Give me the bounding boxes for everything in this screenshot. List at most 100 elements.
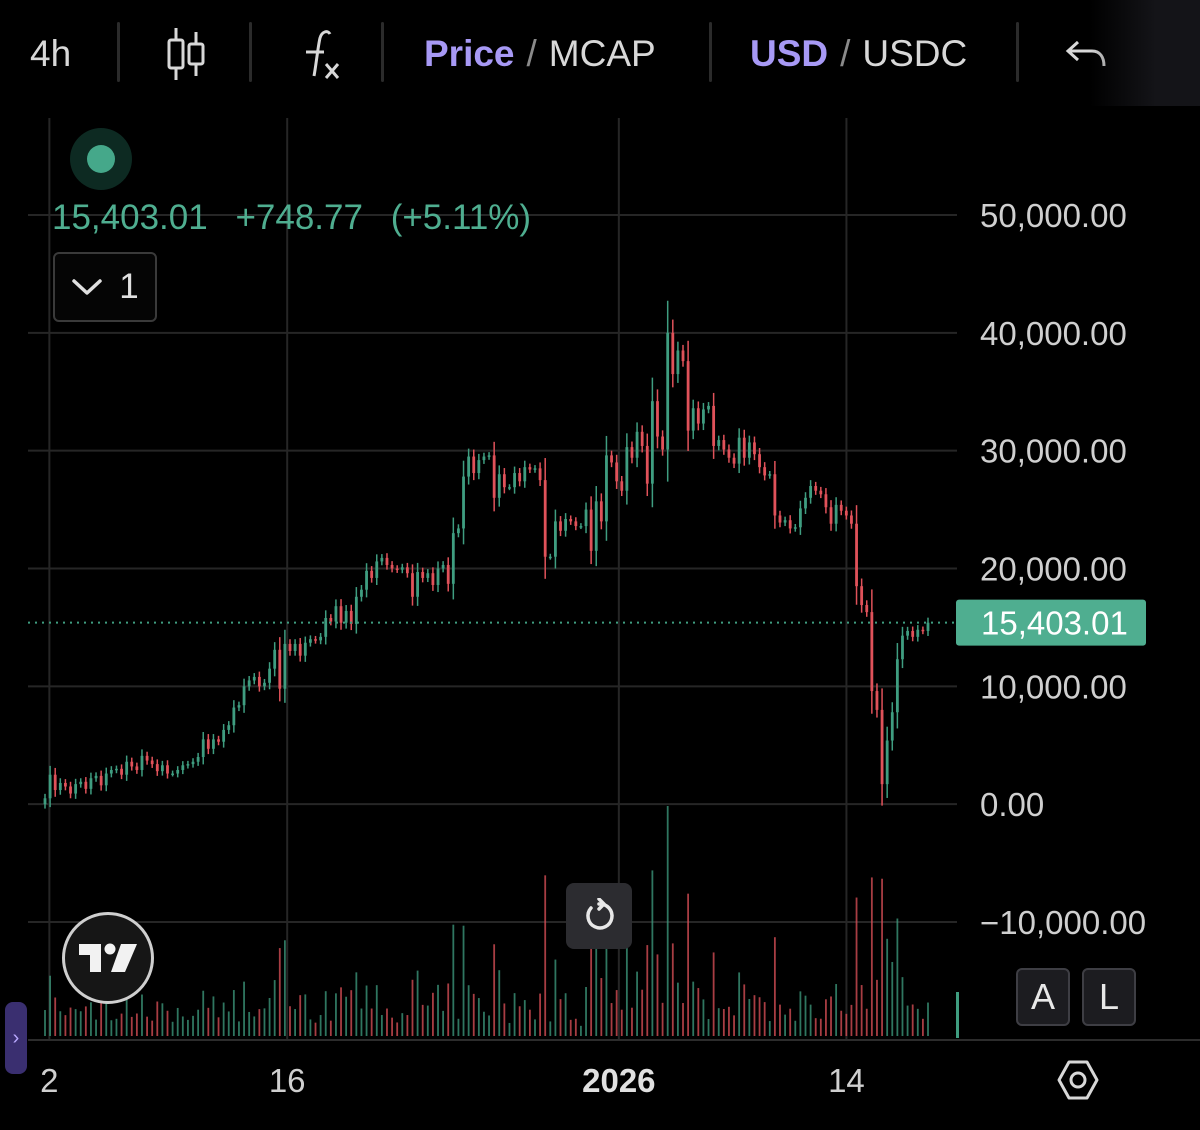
tradingview-logo-icon[interactable] bbox=[62, 912, 154, 1004]
log-scale-button[interactable]: L bbox=[1082, 968, 1136, 1026]
candle-body bbox=[227, 725, 231, 730]
volume-bar bbox=[590, 940, 593, 1036]
timeframe-button[interactable]: 4h bbox=[30, 33, 72, 74]
candle-body bbox=[288, 643, 292, 651]
volume-bar bbox=[825, 999, 827, 1036]
volume-bar bbox=[574, 1018, 577, 1036]
price-option[interactable]: Price bbox=[424, 33, 515, 74]
volume-bar bbox=[345, 996, 348, 1036]
candle-body bbox=[125, 761, 129, 775]
last-price-line: 15,403.01 bbox=[28, 599, 1146, 646]
candle-body bbox=[436, 568, 440, 585]
candle-body bbox=[212, 739, 215, 749]
legend-change-pct: (+5.11%) bbox=[390, 198, 532, 237]
reset-chart-icon[interactable] bbox=[566, 883, 632, 949]
volume-bar bbox=[641, 989, 644, 1036]
candle-body bbox=[293, 643, 297, 651]
volume-bar bbox=[421, 1004, 424, 1036]
candlestick-icon[interactable] bbox=[160, 24, 212, 84]
volume-bar bbox=[197, 1009, 200, 1036]
volume-bar bbox=[615, 990, 618, 1036]
candle-body bbox=[880, 709, 884, 785]
candle-body bbox=[94, 775, 98, 779]
settings-icon[interactable] bbox=[1056, 1058, 1100, 1102]
candle-body bbox=[166, 765, 169, 774]
candle-body bbox=[814, 486, 818, 491]
volume-bar bbox=[299, 995, 302, 1036]
volume-bar bbox=[156, 1001, 159, 1036]
candle-body bbox=[645, 445, 649, 484]
volume-bar bbox=[248, 1011, 251, 1036]
candle-body bbox=[390, 564, 394, 569]
candle-body bbox=[201, 739, 205, 758]
volume-bar bbox=[610, 1003, 613, 1036]
candle-body bbox=[416, 572, 419, 597]
sidebar-expand-handle[interactable]: › bbox=[5, 1002, 27, 1074]
volume-bar bbox=[748, 998, 751, 1036]
candle-body bbox=[906, 630, 909, 636]
candle-body bbox=[656, 401, 659, 437]
candle-body bbox=[186, 764, 190, 766]
candle-body bbox=[247, 680, 251, 687]
candle-body bbox=[74, 784, 78, 794]
candle-body bbox=[314, 639, 317, 641]
candle-body bbox=[605, 455, 608, 522]
volume-bar bbox=[758, 997, 761, 1036]
volume-bar bbox=[386, 1008, 388, 1036]
volume-bar bbox=[416, 970, 419, 1036]
usdc-option[interactable]: USDC bbox=[862, 33, 968, 74]
candle-body bbox=[533, 468, 537, 470]
volume-bar bbox=[171, 1021, 174, 1036]
volume-bar bbox=[238, 1021, 240, 1036]
candle-body bbox=[467, 456, 471, 477]
candle-body bbox=[411, 573, 414, 597]
volume-bar bbox=[682, 1003, 684, 1036]
candle-body bbox=[472, 456, 476, 474]
candle-body bbox=[717, 440, 721, 446]
volume-bar bbox=[176, 1007, 179, 1036]
candle-body bbox=[916, 629, 920, 637]
candle-body bbox=[191, 761, 195, 765]
auto-scale-button[interactable]: A bbox=[1016, 968, 1070, 1026]
candle-body bbox=[620, 481, 624, 491]
candle-body bbox=[885, 740, 889, 785]
volume-bar bbox=[712, 952, 715, 1036]
candle-body bbox=[824, 494, 828, 508]
volume-bar bbox=[380, 1015, 383, 1036]
volume-bar bbox=[605, 900, 608, 1036]
volume-bar bbox=[661, 1002, 664, 1036]
volume-bar bbox=[620, 1009, 623, 1036]
candle-body bbox=[492, 455, 496, 498]
volume-bar bbox=[350, 990, 353, 1036]
volume-bar bbox=[569, 1019, 572, 1036]
volume-bar bbox=[309, 1019, 312, 1036]
candle-body bbox=[610, 455, 613, 463]
candle-body bbox=[150, 760, 154, 765]
price-mcap-toggle[interactable]: Price / MCAP bbox=[424, 24, 656, 84]
usd-option[interactable]: USD bbox=[750, 33, 829, 74]
fx-indicator-icon[interactable] bbox=[290, 24, 350, 84]
candle-body bbox=[737, 437, 741, 464]
candle-body bbox=[850, 515, 853, 524]
mcap-option[interactable]: MCAP bbox=[548, 33, 656, 74]
y-tick-label: 10,000.00 bbox=[980, 668, 1127, 705]
volume-bar bbox=[784, 1014, 786, 1036]
legend-collapse-button[interactable]: 1 bbox=[53, 252, 157, 322]
candle-body bbox=[426, 573, 430, 578]
candle-body bbox=[911, 630, 915, 637]
candle-body bbox=[793, 527, 797, 529]
candle-body bbox=[84, 781, 88, 789]
candle-body bbox=[135, 766, 139, 770]
candle-body bbox=[926, 622, 930, 631]
volume-bar bbox=[166, 1010, 169, 1036]
chart-grid bbox=[28, 118, 957, 1040]
candle-body bbox=[732, 457, 736, 464]
candle-body bbox=[778, 515, 782, 523]
currency-toggle[interactable]: USD / USDC bbox=[750, 24, 967, 84]
candle-body bbox=[630, 447, 634, 458]
candle-body bbox=[554, 521, 557, 557]
candle-body bbox=[451, 533, 455, 584]
volume-bar bbox=[181, 1016, 184, 1036]
